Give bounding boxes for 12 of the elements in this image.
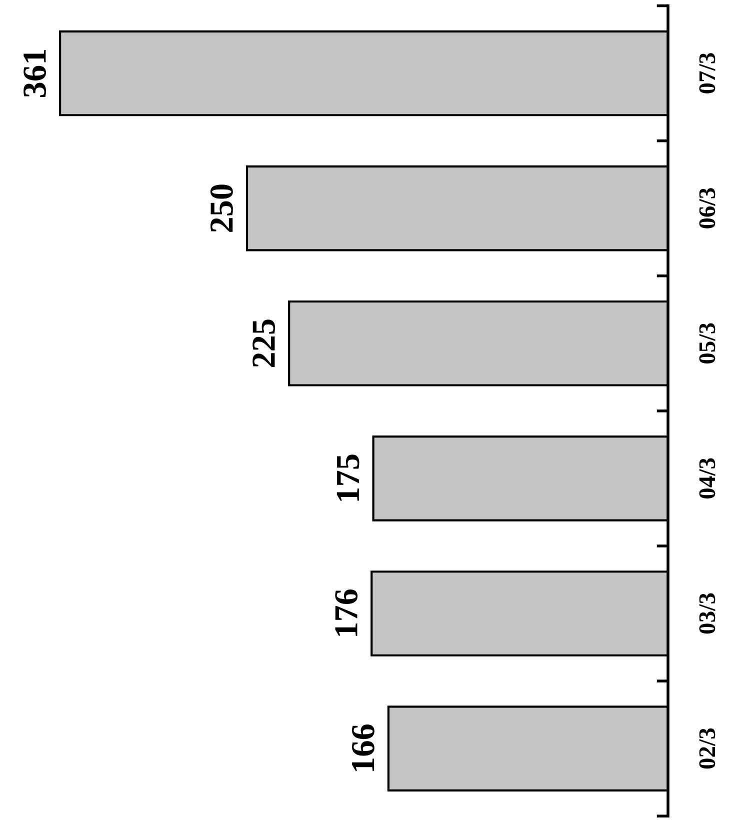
data-label: 361 — [24, 50, 46, 98]
data-label: 175 — [336, 454, 360, 501]
data-label: 176 — [335, 589, 358, 636]
y-tick-label: 05/3 — [699, 323, 716, 364]
y-tick-label: 04/3 — [699, 458, 716, 499]
data-label: 166 — [352, 724, 374, 771]
y-tick-label: 03/3 — [699, 593, 716, 634]
data-label: 225 — [252, 320, 276, 367]
y-tick-label: 02/3 — [699, 728, 716, 769]
data-label: 250 — [210, 184, 233, 232]
y-tick-label: 06/3 — [699, 188, 716, 228]
y-tick-label: 07/3 — [699, 53, 716, 94]
